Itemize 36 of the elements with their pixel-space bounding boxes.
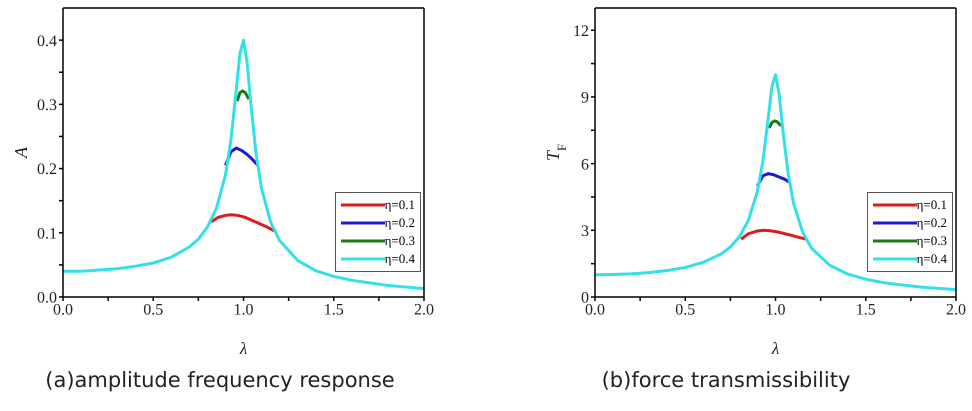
line-series bbox=[210, 213, 276, 232]
text: (a)amplitude frequency response bbox=[44, 368, 396, 392]
legend-label: η=0.1 bbox=[916, 196, 947, 214]
y-tick-label: 0.3 bbox=[37, 97, 57, 114]
legend-label: η=0.3 bbox=[916, 232, 947, 250]
legend-label: η=0.4 bbox=[384, 250, 415, 268]
y-tick-label: 6 bbox=[581, 156, 589, 174]
y-tick-label: 3 bbox=[581, 222, 589, 240]
line-series bbox=[236, 89, 250, 103]
y-tick-label: 9 bbox=[581, 90, 589, 107]
text: (b)force transmissibility bbox=[600, 368, 852, 392]
legend-label: η=0.2 bbox=[916, 214, 947, 232]
y-tick-label: 0.4 bbox=[37, 32, 57, 50]
x-tick-label: 1.0 bbox=[234, 301, 254, 318]
legend-label: η=0.3 bbox=[384, 232, 415, 250]
line-series bbox=[740, 228, 808, 241]
x-tick-label: 1.5 bbox=[324, 301, 344, 318]
x-axis-title: λ bbox=[238, 339, 248, 358]
legend-label: η=0.1 bbox=[384, 196, 415, 214]
x-tick-label: 0.5 bbox=[675, 301, 696, 318]
x-axis-title: λ bbox=[770, 339, 780, 358]
x-tick-label: 1.0 bbox=[766, 301, 786, 318]
y-axis-title: A bbox=[11, 146, 31, 159]
y-tick-label: 0.1 bbox=[37, 225, 57, 242]
line-series bbox=[595, 73, 956, 292]
legend-label: η=0.2 bbox=[384, 214, 415, 232]
line-series bbox=[768, 119, 782, 130]
legend-label: η=0.4 bbox=[916, 250, 947, 268]
x-tick-label: 2.0 bbox=[414, 301, 434, 318]
y-tick-label: 12 bbox=[573, 22, 589, 40]
y-tick-label: 0.2 bbox=[37, 161, 57, 178]
x-tick-label: 0.0 bbox=[53, 301, 73, 318]
x-tick-label: 0.5 bbox=[143, 301, 164, 318]
x-tick-label: 1.5 bbox=[856, 301, 876, 318]
x-tick-label: 2.0 bbox=[946, 301, 966, 318]
line-series bbox=[63, 38, 424, 290]
